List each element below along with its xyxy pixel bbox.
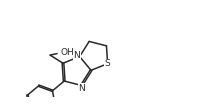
Text: S: S	[105, 59, 111, 68]
Text: N: N	[78, 84, 85, 93]
Text: OH: OH	[61, 48, 75, 57]
Text: N: N	[73, 51, 80, 60]
